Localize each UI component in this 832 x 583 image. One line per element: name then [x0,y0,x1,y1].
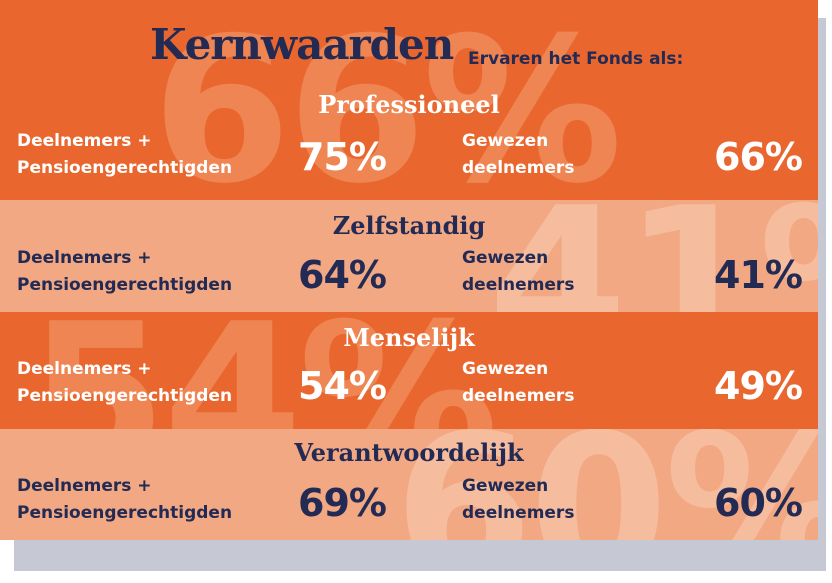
former-participants-label: Gewezen deelnemers [462,473,574,527]
former-label-line1: Gewezen [462,248,549,268]
participants-percentage: 54% [298,364,387,408]
former-label-line2: deelnemers [462,503,575,523]
value-name: Professioneel [318,90,500,119]
value-band-verantwoordelijk: 60% Verantwoordelijk Deelnemers + Pensio… [0,429,818,540]
former-label-line1: Gewezen [462,131,549,151]
participants-label-line1: Deelnemers + [17,359,152,379]
former-participants-label: Gewezen deelnemers [462,356,574,410]
participants-percentage: 64% [298,253,387,297]
value-name: Verantwoordelijk [294,438,524,467]
background-percentage: 41% [488,200,818,312]
participants-label-line2: Pensioengerechtigden [17,386,233,406]
background-percentage: 54% [28,312,499,429]
value-band-zelfstandig: 41% Zelfstandig Deelnemers + Pensioenger… [0,200,818,312]
participants-label: Deelnemers + Pensioengerechtigden [17,356,232,410]
participants-label-line2: Pensioengerechtigden [17,158,233,178]
background-percentage: 60% [394,429,818,540]
value-name: Zelfstandig [332,211,486,240]
former-label-line2: deelnemers [462,158,575,178]
value-name: Menselijk [343,323,475,352]
core-values-card: 66% Kernwaarden Ervaren het Fonds als: P… [0,0,818,540]
former-participants-percentage: 66% [714,135,803,179]
participants-label: Deelnemers + Pensioengerechtigden [17,128,232,182]
value-band-menselijk: 54% Menselijk Deelnemers + Pensioengerec… [0,312,818,429]
former-label-line1: Gewezen [462,359,549,379]
participants-percentage: 75% [298,135,387,179]
background-percentage: 66% [152,0,623,201]
participants-label-line2: Pensioengerechtigden [17,275,233,295]
former-participants-label: Gewezen deelnemers [462,245,574,299]
participants-label: Deelnemers + Pensioengerechtigden [17,473,232,527]
former-participants-percentage: 41% [714,253,803,297]
participants-label: Deelnemers + Pensioengerechtigden [17,245,232,299]
former-label-line1: Gewezen [462,476,549,496]
former-participants-percentage: 49% [714,364,803,408]
participants-label-line1: Deelnemers + [17,248,152,268]
former-participants-label: Gewezen deelnemers [462,128,574,182]
participants-percentage: 69% [298,481,387,525]
value-band-professioneel: 66% Kernwaarden Ervaren het Fonds als: P… [0,0,818,200]
former-label-line2: deelnemers [462,386,575,406]
participants-label-line2: Pensioengerechtigden [17,503,233,523]
page-subtitle: Ervaren het Fonds als: [468,49,684,69]
participants-label-line1: Deelnemers + [17,476,152,496]
page-title: Kernwaarden [150,20,454,69]
former-label-line2: deelnemers [462,275,575,295]
former-participants-percentage: 60% [714,481,803,525]
participants-label-line1: Deelnemers + [17,131,152,151]
